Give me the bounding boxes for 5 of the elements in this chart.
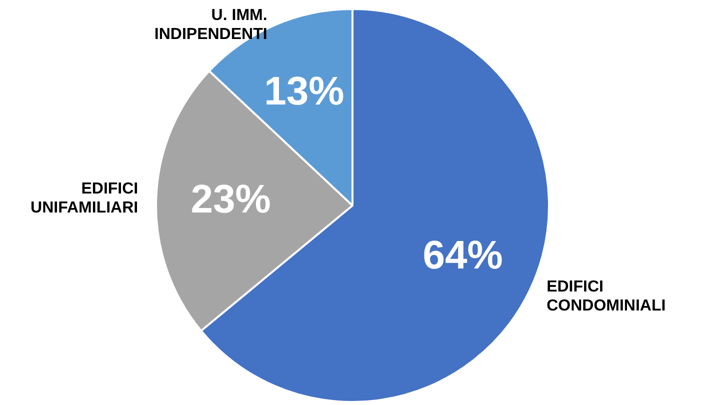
- slice-label: EDIFICI UNIFAMILIARI: [30, 180, 138, 217]
- data-label: 23%: [190, 178, 271, 222]
- data-label: 64%: [422, 233, 503, 278]
- slice-label: EDIFICI CONDOMINIALI: [546, 278, 666, 315]
- data-label: 13%: [264, 70, 344, 114]
